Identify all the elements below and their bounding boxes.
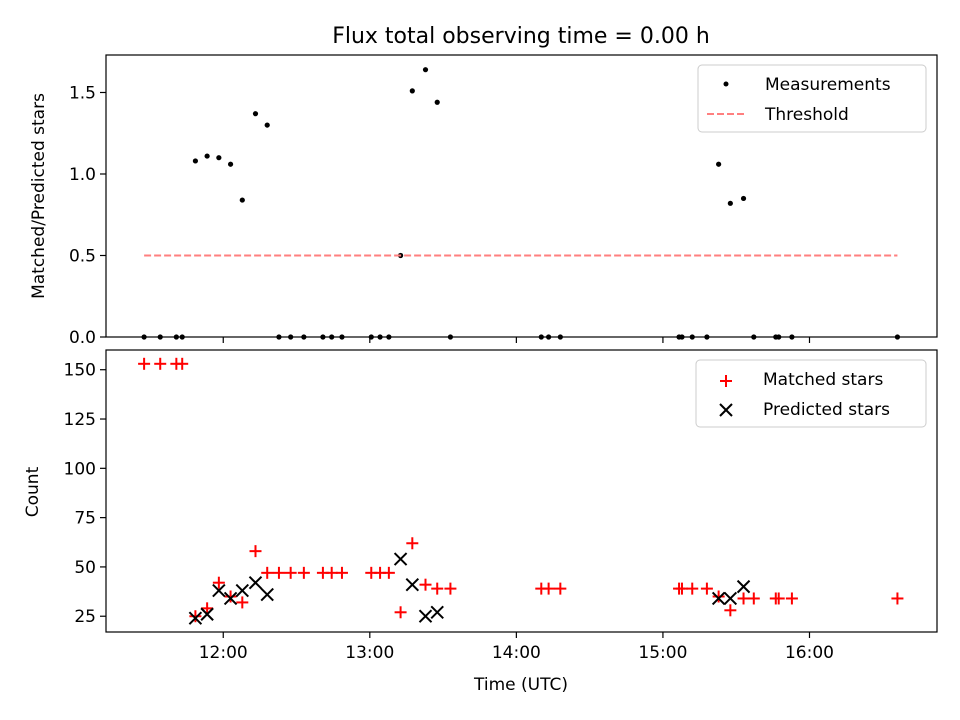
measurements-point (239, 197, 245, 203)
measurements-point (422, 67, 429, 73)
matched-stars-point (176, 357, 189, 370)
matched-stars-point (724, 604, 737, 617)
matched-stars-point (325, 566, 338, 579)
measurements-point (227, 161, 234, 167)
predicted-stars-point (212, 583, 226, 598)
predicted-stars-point (248, 575, 263, 590)
predicted-stars-point (430, 605, 444, 619)
measurements-point (216, 155, 222, 161)
top-y-tick-label: 1.0 (69, 165, 96, 185)
top-y-axis-label: Matched/Predicted stars (29, 93, 49, 299)
bottom-legend: Matched stars Predicted stars (695, 359, 927, 428)
matched-stars-point (154, 357, 167, 370)
matched-stars-point (737, 592, 750, 605)
matched-stars-point (224, 590, 237, 603)
predicted-stars-point (405, 577, 420, 592)
predicted-stars-point (723, 591, 738, 606)
matched-stars-point (785, 592, 798, 605)
matched-stars-point (335, 566, 348, 579)
matched-stars-point (444, 582, 457, 595)
matched-stars-point (891, 592, 904, 605)
matched-stars-point (236, 596, 249, 609)
bottom-y-tick-label: 125 (64, 410, 96, 430)
matched-stars-point (431, 582, 444, 595)
legend-measurements-label: Measurements (765, 75, 891, 95)
matched-stars-point (138, 357, 151, 370)
top-y-tick-label: 1.5 (69, 83, 96, 103)
bottom-y-tick-label: 75 (74, 509, 96, 529)
predicted-stars-point (223, 591, 238, 606)
matched-stars-point (542, 582, 555, 595)
top-y-tick-label: 0.5 (69, 246, 96, 266)
matched-stars-point (675, 582, 688, 595)
top-legend-box (697, 64, 927, 133)
top-panel-frame (105, 54, 938, 338)
predicted-stars-point (418, 609, 433, 623)
legend-predicted-label: Predicted stars (763, 400, 890, 420)
legend-measurements-marker (723, 81, 729, 87)
legend-matched-marker (720, 375, 732, 387)
bottom-legend-box (695, 359, 927, 428)
matched-stars-point (419, 578, 432, 591)
x-tick-label: 15:00 (638, 643, 687, 663)
bottom-y-tick-label: 100 (64, 459, 96, 479)
top-y-tick-label: 0.0 (69, 328, 96, 348)
matched-stars-point (747, 592, 760, 605)
matched-stars-point (297, 566, 310, 579)
bottom-y-axis-label: Count (23, 466, 43, 517)
top-legend: Measurements Threshold (697, 64, 927, 133)
x-axis-label: Time (UTC) (473, 675, 568, 695)
matched-stars-point (712, 590, 725, 603)
chart-title: Flux total observing time = 0.00 h (332, 24, 710, 49)
x-tick-label: 16:00 (785, 643, 834, 663)
predicted-stars-point (235, 583, 250, 598)
matched-stars-point (189, 610, 202, 623)
predicted-stars-point (200, 607, 214, 621)
x-tick-label: 12:00 (199, 643, 248, 663)
bottom-y-tick-label: 150 (64, 361, 96, 381)
bottom-y-tick-label: 50 (74, 558, 96, 578)
predicted-stars-point (736, 579, 751, 594)
legend-predicted-marker (719, 403, 733, 417)
matched-stars-point (394, 606, 407, 619)
measurements-point (409, 88, 415, 94)
predicted-stars-point (260, 587, 274, 602)
matched-stars-point (284, 566, 297, 579)
measurements-point (434, 99, 440, 105)
bottom-y-tick-label: 25 (74, 607, 96, 627)
bottom-panel-frame (105, 349, 938, 633)
matched-stars-point (261, 566, 274, 579)
measurements-point (264, 122, 270, 128)
matched-stars-point (249, 545, 262, 558)
matched-stars-point (772, 592, 785, 605)
matched-stars-point (686, 582, 699, 595)
matched-stars-point (272, 566, 285, 579)
measurements-point (740, 195, 747, 202)
bottom-panel: 25 50 75 100 125 150 12:00 13:00 14:00 15:00 16:00… (23, 349, 938, 695)
matched-stars-point (554, 582, 567, 595)
measurements-point (192, 158, 199, 164)
predicted-stars-point (188, 611, 203, 625)
predicted-stars-point (711, 591, 726, 606)
matched-stars-point (201, 602, 214, 615)
predicted-stars-point (393, 552, 408, 566)
matched-stars-point (700, 582, 713, 595)
measurements-point (204, 153, 210, 159)
top-panel: 0.0 0.5 1.0 1.5 Matched/Predicted stars Mea… (29, 54, 938, 348)
legend-matched-label: Matched stars (763, 370, 883, 390)
x-tick-label: 13:00 (345, 643, 394, 663)
measurements-point (727, 200, 733, 206)
matched-stars-point (382, 566, 395, 579)
measurements-point (252, 111, 259, 117)
matched-stars-point (212, 576, 225, 589)
legend-threshold-label: Threshold (764, 105, 849, 125)
measurements-point (716, 161, 722, 167)
matched-stars-point (406, 537, 419, 550)
x-tick-label: 14:00 (492, 643, 541, 663)
